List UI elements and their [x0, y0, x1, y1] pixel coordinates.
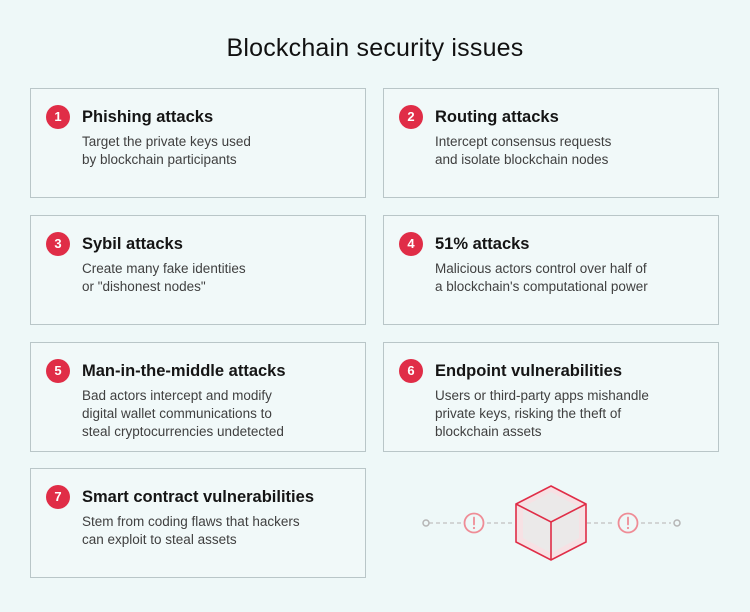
card-sybil-attacks: 3 Sybil attacks Create many fake identit…: [30, 215, 366, 325]
card-description-line: by blockchain participants: [82, 152, 237, 167]
card-description-line: Target the private keys used: [82, 134, 251, 149]
card-description-line: blockchain assets: [435, 424, 542, 439]
card-title: Smart contract vulnerabilities: [82, 488, 314, 506]
card-description-line: steal cryptocurrencies undetected: [82, 424, 284, 439]
card-description-line: Bad actors intercept and modify: [82, 388, 272, 403]
card-description: Target the private keys used by blockcha…: [82, 133, 357, 169]
card-title: Endpoint vulnerabilities: [435, 362, 623, 380]
card-smart-contract-vulnerabilities: 7 Smart contract vulnerabilities Stem fr…: [30, 468, 366, 578]
card-description: Malicious actors control over half of a …: [435, 260, 710, 296]
card-51-percent-attacks: 4 51% attacks Malicious actors control o…: [383, 215, 719, 325]
card-title: Sybil attacks: [82, 235, 183, 253]
card-number-badge: 6: [399, 359, 423, 383]
card-description: Intercept consensus requests and isolate…: [435, 133, 710, 169]
warning-circle-icon: [463, 512, 485, 534]
card-title: 51% attacks: [435, 235, 530, 253]
page-title: Blockchain security issues: [226, 34, 524, 62]
card-description-line: Create many fake identities: [82, 261, 246, 276]
card-number-badge: 3: [46, 232, 70, 256]
card-title: Routing attacks: [435, 108, 559, 126]
card-description: Create many fake identities or "dishones…: [82, 260, 357, 296]
card-description-line: Malicious actors control over half of: [435, 261, 647, 276]
node-dot-icon: [422, 519, 430, 527]
card-description-line: Stem from coding flaws that hackers: [82, 514, 300, 529]
card-description-line: Users or third-party apps mishandle: [435, 388, 649, 403]
blockchain-cube-illustration: [422, 485, 681, 561]
card-title: Man-in-the-middle attacks: [82, 362, 286, 380]
card-endpoint-vulnerabilities: 6 Endpoint vulnerabilities Users or thir…: [383, 342, 719, 452]
card-number-badge: 5: [46, 359, 70, 383]
card-description-line: and isolate blockchain nodes: [435, 152, 609, 167]
card-description: Bad actors intercept and modify digital …: [82, 387, 357, 441]
warning-circle-icon: [617, 512, 639, 534]
card-number-badge: 2: [399, 105, 423, 129]
card-description-line: Intercept consensus requests: [435, 134, 612, 149]
card-description-line: a blockchain's computational power: [435, 279, 648, 294]
cube-icon: [515, 485, 587, 561]
card-title: Phishing attacks: [82, 108, 214, 126]
card-description: Stem from coding flaws that hackers can …: [82, 513, 357, 549]
card-routing-attacks: 2 Routing attacks Intercept consensus re…: [383, 88, 719, 198]
card-description: Users or third-party apps mishandle priv…: [435, 387, 710, 441]
card-description-line: or "dishonest nodes": [82, 279, 206, 294]
card-description-line: can exploit to steal assets: [82, 532, 237, 547]
card-description-line: private keys, risking the theft of: [435, 406, 622, 421]
card-phishing-attacks: 1 Phishing attacks Target the private ke…: [30, 88, 366, 198]
card-man-in-the-middle-attacks: 5 Man-in-the-middle attacks Bad actors i…: [30, 342, 366, 452]
node-dot-icon: [673, 519, 681, 527]
card-description-line: digital wallet communications to: [82, 406, 272, 421]
card-number-badge: 1: [46, 105, 70, 129]
card-number-badge: 4: [399, 232, 423, 256]
card-number-badge: 7: [46, 485, 70, 509]
